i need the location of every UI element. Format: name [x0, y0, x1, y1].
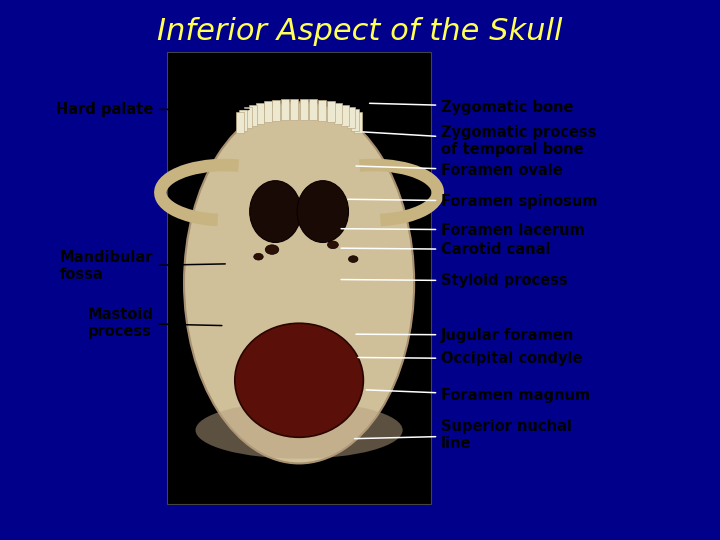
- Ellipse shape: [297, 181, 348, 242]
- Text: Carotid canal: Carotid canal: [341, 242, 551, 257]
- Text: Occipital condyle: Occipital condyle: [358, 352, 582, 366]
- Text: Foramen ovale: Foramen ovale: [356, 163, 563, 178]
- Text: Mastoid
process: Mastoid process: [88, 307, 222, 340]
- Text: Hard palate: Hard palate: [56, 102, 249, 117]
- FancyBboxPatch shape: [264, 101, 271, 123]
- FancyBboxPatch shape: [309, 99, 317, 120]
- FancyBboxPatch shape: [272, 100, 280, 121]
- Text: Foramen lacerum: Foramen lacerum: [341, 222, 585, 238]
- Text: Inferior Aspect of the Skull: Inferior Aspect of the Skull: [157, 17, 563, 46]
- Ellipse shape: [184, 102, 414, 463]
- Ellipse shape: [235, 323, 364, 437]
- FancyBboxPatch shape: [249, 105, 257, 126]
- Text: Zygomatic bone: Zygomatic bone: [369, 99, 574, 114]
- FancyBboxPatch shape: [290, 98, 298, 120]
- FancyBboxPatch shape: [256, 103, 264, 124]
- Circle shape: [328, 241, 338, 248]
- Ellipse shape: [196, 402, 402, 458]
- Ellipse shape: [250, 181, 301, 242]
- FancyBboxPatch shape: [334, 103, 342, 124]
- Circle shape: [253, 253, 264, 260]
- FancyBboxPatch shape: [354, 112, 362, 133]
- Text: Zygomatic process
of temporal bone: Zygomatic process of temporal bone: [363, 125, 597, 158]
- Text: Superior nuchal
line: Superior nuchal line: [355, 418, 572, 451]
- Text: Foramen spinosum: Foramen spinosum: [348, 194, 598, 209]
- Circle shape: [265, 245, 279, 254]
- Text: Jugular foramen: Jugular foramen: [356, 328, 575, 342]
- FancyBboxPatch shape: [243, 107, 251, 129]
- Text: Styloid process: Styloid process: [341, 273, 568, 288]
- Text: Mandibular
fossa: Mandibular fossa: [60, 250, 225, 282]
- FancyBboxPatch shape: [318, 100, 326, 121]
- FancyBboxPatch shape: [341, 105, 349, 126]
- FancyBboxPatch shape: [300, 98, 308, 120]
- FancyBboxPatch shape: [327, 101, 335, 123]
- FancyBboxPatch shape: [239, 110, 247, 131]
- FancyBboxPatch shape: [281, 99, 289, 120]
- FancyBboxPatch shape: [346, 107, 355, 129]
- FancyBboxPatch shape: [351, 110, 359, 131]
- Circle shape: [348, 256, 358, 262]
- Text: Foramen magnum: Foramen magnum: [366, 388, 590, 403]
- FancyBboxPatch shape: [236, 112, 244, 133]
- Bar: [167, 52, 431, 504]
